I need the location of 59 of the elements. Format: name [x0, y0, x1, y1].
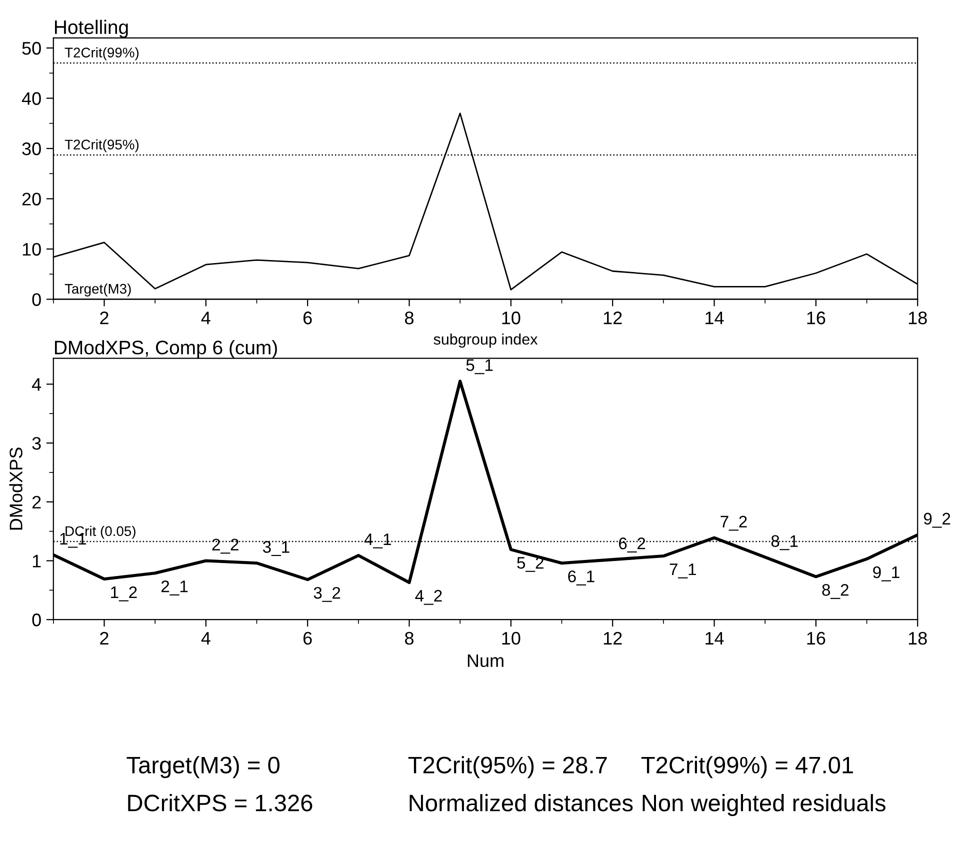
annotation: 2_1	[161, 580, 188, 596]
annotation: 5_1	[466, 359, 493, 374]
annotation: 3_1	[262, 541, 290, 556]
x-tick-label: 8	[405, 632, 414, 645]
y-tick-label: 30	[22, 142, 41, 156]
x-axis-title: subgroup index	[434, 333, 538, 348]
annotation: 1_2	[111, 586, 137, 602]
x-tick-label: 14	[706, 632, 724, 644]
x-tick-label: 6	[303, 312, 312, 324]
annotation: 9_2	[924, 512, 950, 528]
text: Non weighted residuals	[642, 794, 886, 816]
x-tick-label: 18	[908, 312, 927, 324]
annotation: 4_2	[415, 590, 442, 605]
text: DCritXPS = 1.326	[128, 794, 312, 812]
annotation: 3_2	[314, 586, 340, 602]
y-tick-label: 4	[32, 378, 42, 391]
x-tick-label: 6	[303, 632, 312, 645]
annotation: 9_1	[873, 566, 900, 582]
y-tick-label: 3	[32, 436, 41, 450]
annotation: 8_1	[771, 535, 798, 550]
y-tick-label: 20	[22, 192, 41, 206]
annotation: 6_1	[568, 570, 594, 586]
x-tick-label: 16	[807, 632, 826, 645]
y-tick-label: 50	[22, 42, 41, 55]
x-tick-label: 16	[807, 312, 826, 324]
x-tick-label: 14	[706, 312, 724, 324]
chart-title: Hotelling	[55, 20, 128, 38]
annotation: 6_2	[618, 538, 646, 552]
x-tick-label: 8	[405, 312, 414, 324]
text: T2Crit(95%) = 28.7	[408, 756, 607, 778]
x-tick-label: 4	[201, 632, 210, 644]
y-tick-label: 1	[32, 554, 41, 568]
text: T2Crit(99%) = 47.01	[641, 756, 853, 778]
x-tick-label: 2	[100, 312, 108, 324]
x-tick-label: 18	[908, 632, 927, 645]
x-tick-label: 10	[502, 312, 520, 324]
y-tick-label: 2	[32, 496, 41, 508]
x-tick-label: 2	[100, 632, 108, 644]
ref-line-label: T2Crit(95%)	[64, 139, 139, 152]
y-tick-label: 0	[32, 614, 41, 626]
x-tick-label: 12	[604, 632, 622, 644]
annotation: 7_2	[720, 516, 747, 531]
y-tick-label: 40	[22, 92, 41, 105]
x-tick-label: 12	[604, 312, 622, 324]
x-tick-label: 4	[201, 312, 210, 324]
y-tick-label: 10	[22, 242, 41, 256]
annotation: 7_1	[670, 564, 696, 578]
y-tick-label: 0	[32, 293, 41, 306]
annotation: 2_2	[212, 538, 238, 554]
chart-title: DModXPS, Comp 6 (cum)	[55, 340, 277, 358]
text: Target(M3) = 0	[126, 756, 280, 778]
annotation: 4_1	[364, 534, 391, 548]
y-axis-title: DModXPS	[9, 448, 22, 530]
x-axis-title: Num	[468, 654, 504, 668]
text: Normalized distances	[410, 794, 633, 812]
ref-line-label: T2Crit(99%)	[64, 47, 139, 60]
x-tick-label: 10	[502, 632, 520, 645]
annotation: 8_2	[822, 584, 848, 599]
ref-line-label: Target(M3)	[64, 284, 131, 296]
